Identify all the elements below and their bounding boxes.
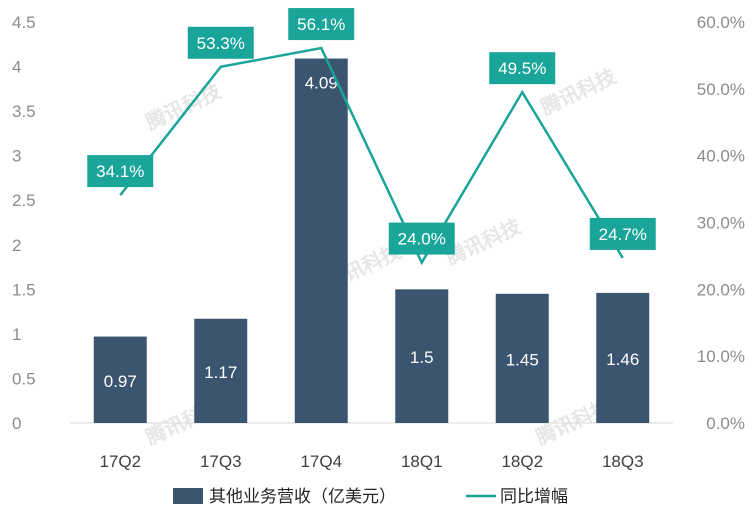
category-label: 18Q3 bbox=[602, 452, 644, 471]
left-axis-tick: 4 bbox=[12, 58, 21, 77]
legend: 其他业务营收（亿美元） 同比增幅 bbox=[173, 487, 568, 507]
category-label: 17Q2 bbox=[99, 452, 141, 471]
growth-line-layer bbox=[119, 46, 624, 266]
growth-labels: 34.1% 53.3% 56.1% 24.0% 49.5% 24.7% bbox=[87, 8, 656, 255]
category-label: 18Q2 bbox=[501, 452, 543, 471]
bar bbox=[495, 293, 549, 423]
growth-label-box bbox=[489, 52, 556, 85]
left-axis-tick: 1.5 bbox=[12, 280, 36, 299]
growth-label: 49.5% bbox=[498, 59, 546, 78]
left-axis-tick: 2 bbox=[12, 236, 21, 255]
right-axis-tick: 30.0% bbox=[697, 214, 745, 233]
bar bbox=[395, 289, 449, 423]
growth-label: 34.1% bbox=[96, 162, 144, 181]
bar-value-label: 1.5 bbox=[410, 348, 434, 367]
legend-line-label: 同比增幅 bbox=[500, 487, 568, 507]
growth-label: 24.0% bbox=[398, 230, 446, 249]
right-axis: 0.0% 10.0% 20.0% 30.0% 40.0% 50.0% 60.0% bbox=[697, 13, 745, 433]
left-axis-tick: 2.5 bbox=[12, 191, 36, 210]
bar-value-label: 0.97 bbox=[104, 372, 137, 391]
bar-value-label: 1.45 bbox=[506, 350, 539, 369]
legend-bar-swatch bbox=[173, 488, 203, 504]
category-label: 18Q1 bbox=[401, 452, 443, 471]
growth-line bbox=[119, 46, 624, 266]
left-axis-tick: 1 bbox=[12, 325, 21, 344]
right-axis-tick: 60.0% bbox=[697, 13, 745, 32]
left-axis-tick: 3 bbox=[12, 147, 21, 166]
category-label: 17Q4 bbox=[300, 452, 342, 471]
bar bbox=[93, 336, 147, 423]
right-axis-tick: 10.0% bbox=[697, 347, 745, 366]
left-axis-tick: 0 bbox=[12, 414, 21, 433]
growth-label-box bbox=[589, 217, 656, 250]
bar bbox=[194, 318, 248, 423]
growth-label-box bbox=[288, 8, 355, 41]
growth-label-box bbox=[87, 155, 154, 188]
bar-value-label: 1.17 bbox=[204, 363, 237, 382]
bar-value-label: 4.09 bbox=[305, 74, 338, 93]
bar-value-label: 1.46 bbox=[606, 350, 639, 369]
legend-bar-label: 其他业务营收（亿美元） bbox=[209, 487, 396, 507]
watermark-text: 腾讯科技 bbox=[142, 79, 226, 135]
bar-labels: 0.97 1.17 4.09 1.5 1.45 1.46 bbox=[104, 74, 640, 391]
growth-label: 24.7% bbox=[599, 225, 647, 244]
left-axis: 0 0.5 1 1.5 2 2.5 3 3.5 4 4.5 bbox=[12, 13, 36, 433]
right-axis-tick: 50.0% bbox=[697, 80, 745, 99]
bar bbox=[294, 58, 348, 424]
category-label: 17Q3 bbox=[200, 452, 242, 471]
left-axis-tick: 3.5 bbox=[12, 102, 36, 121]
right-axis-tick: 20.0% bbox=[697, 280, 745, 299]
growth-label-box bbox=[187, 26, 254, 59]
left-axis-tick: 4.5 bbox=[12, 13, 36, 32]
left-axis-tick: 0.5 bbox=[12, 369, 36, 388]
bar bbox=[596, 292, 650, 423]
right-axis-tick: 40.0% bbox=[697, 147, 745, 166]
category-labels: 17Q2 17Q3 17Q4 18Q1 18Q2 18Q3 bbox=[99, 452, 643, 471]
growth-label: 56.1% bbox=[297, 15, 345, 34]
right-axis-tick: 0.0% bbox=[706, 414, 745, 433]
growth-label: 53.3% bbox=[197, 34, 245, 53]
growth-label-box bbox=[388, 222, 455, 255]
bars bbox=[93, 58, 650, 424]
